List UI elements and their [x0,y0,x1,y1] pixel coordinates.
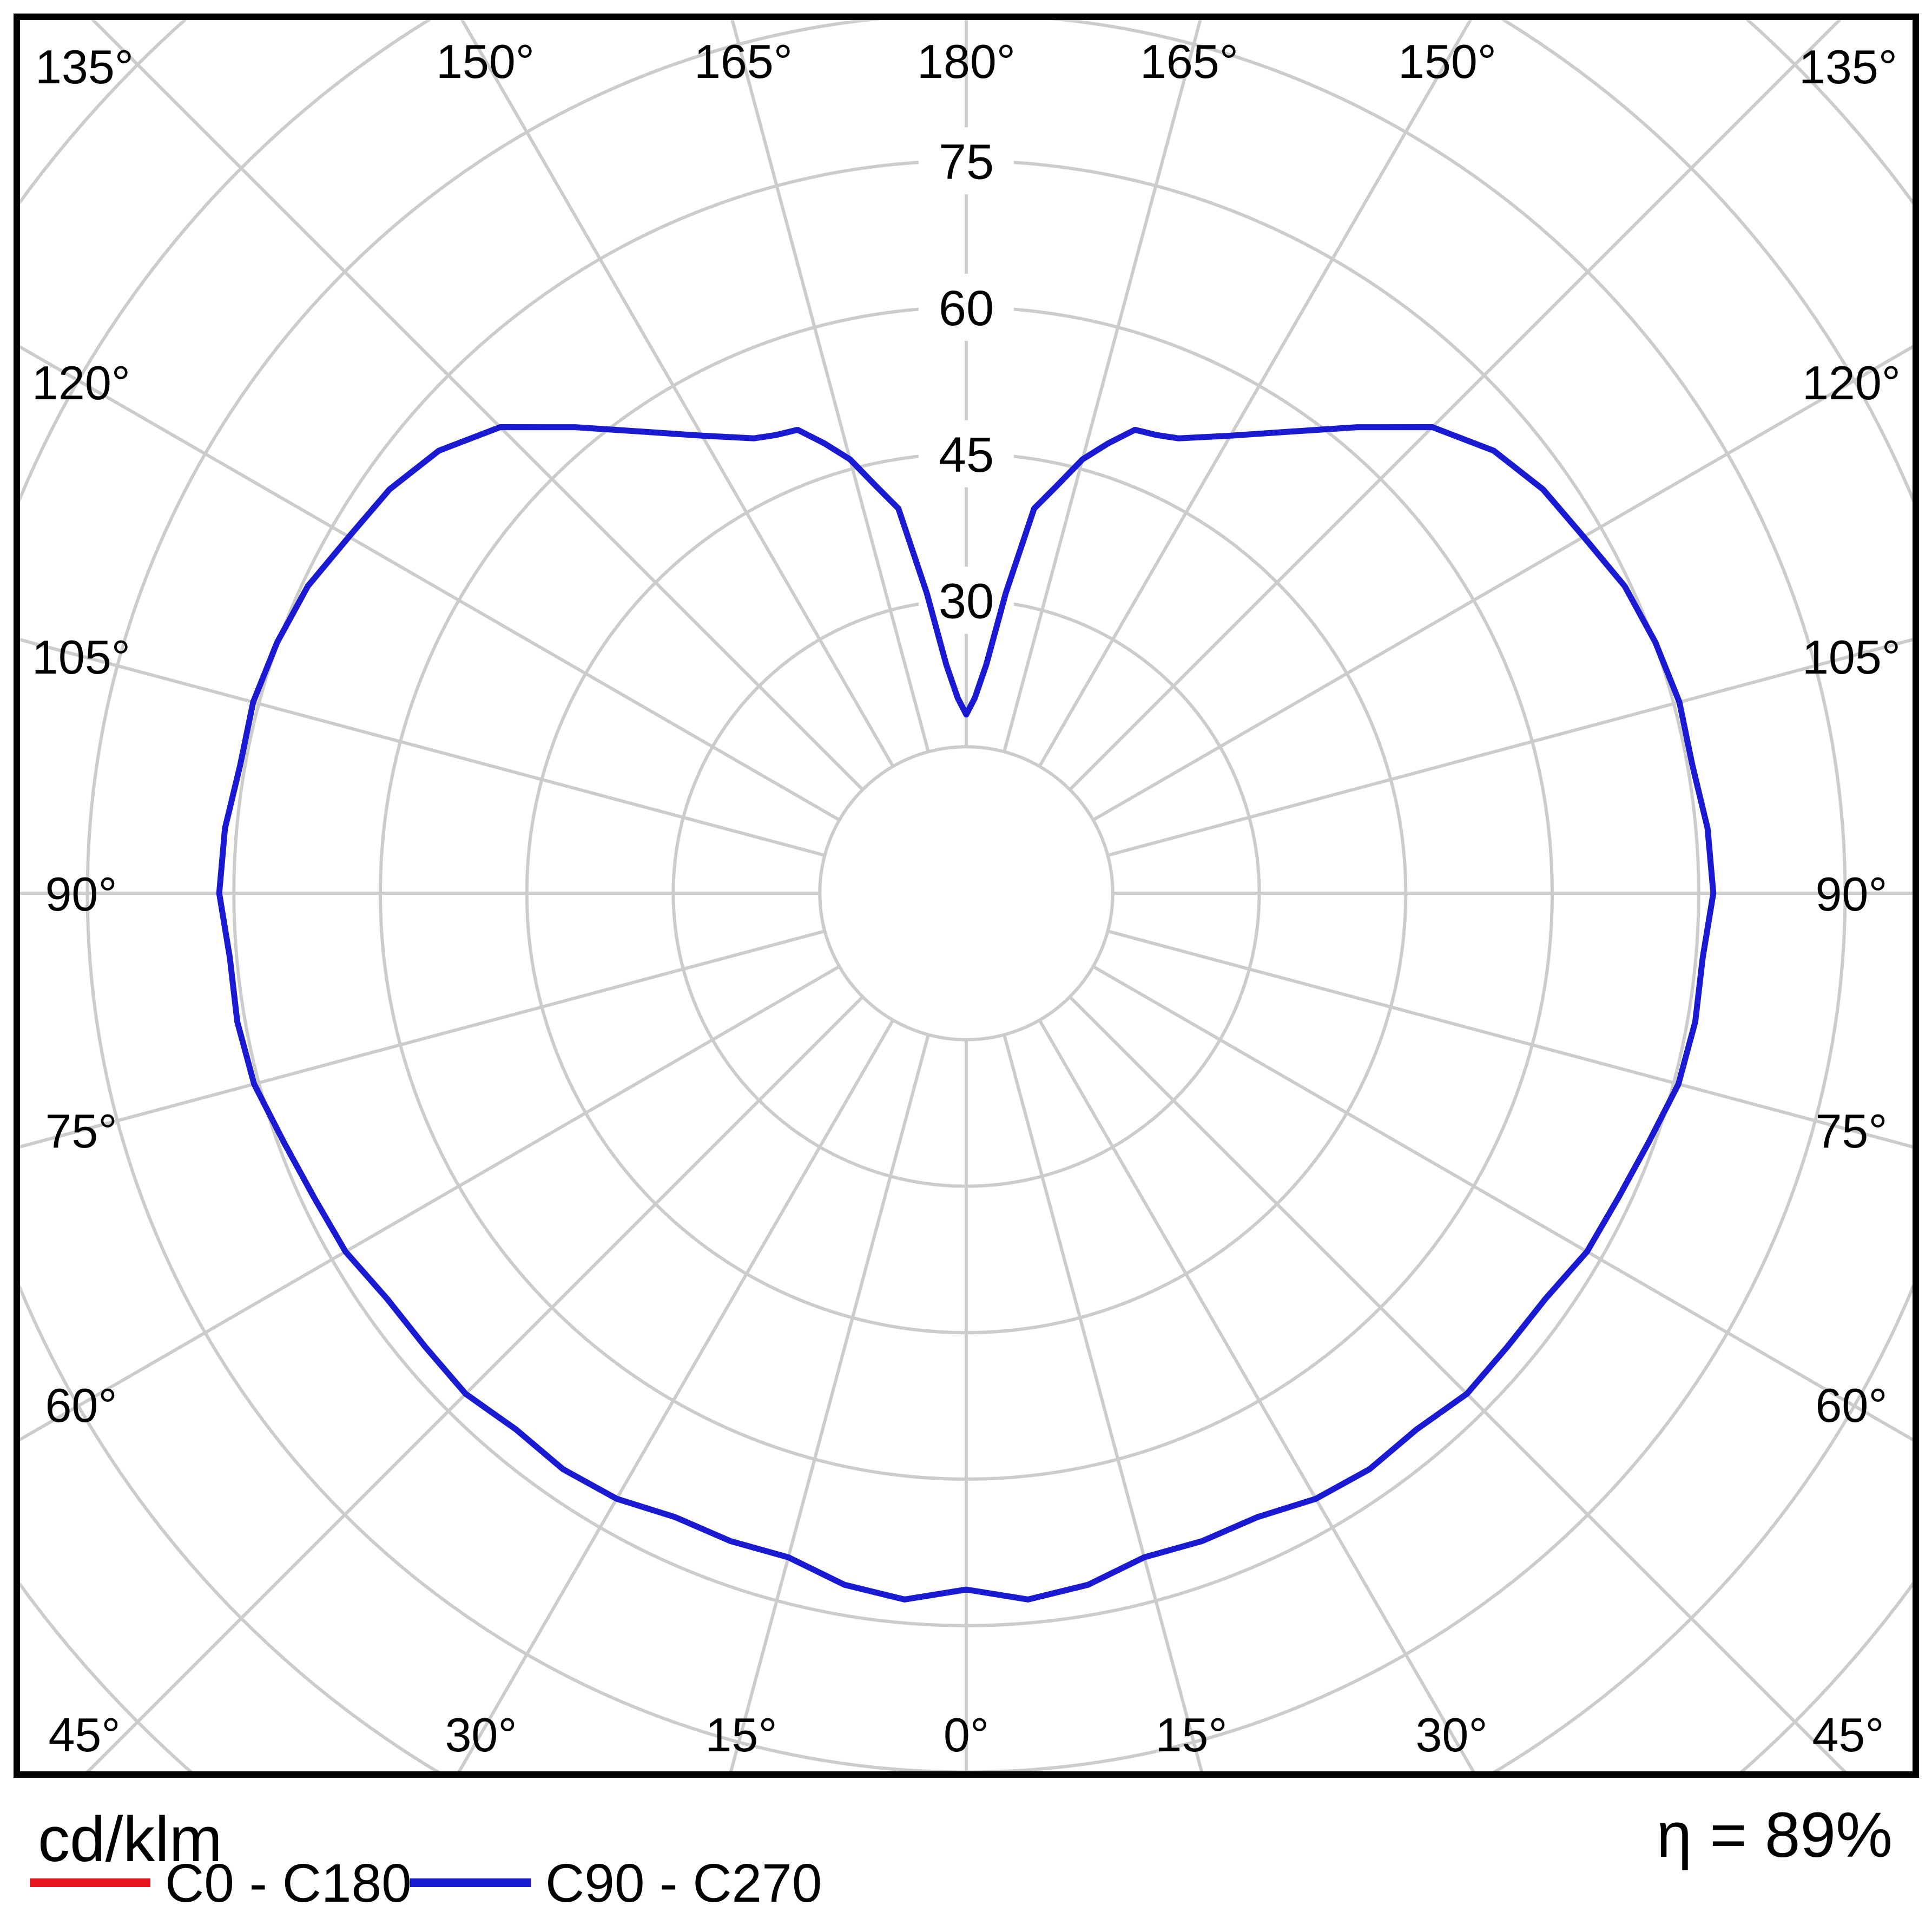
grid-spoke-120 [1092,344,1915,822]
angle-label-165-right: 165° [1140,35,1238,88]
angle-label-180-right: 180° [917,35,1016,88]
angle-label-30-left: 30° [445,1708,517,1762]
grid-spoke-195 [730,18,930,753]
angle-label-120-left: 120° [32,356,130,410]
angle-label-45-left: 45° [48,1708,120,1762]
angle-label-75-left: 75° [45,1104,117,1158]
angle-label-45-right: 45° [1812,1708,1884,1762]
grid-spoke-315 [83,995,864,1773]
angle-label-0-right: 0° [944,1708,989,1762]
grid-spoke-165 [1003,18,1203,753]
grid-spoke-210 [459,18,895,768]
grid-spoke-135 [1069,18,1844,791]
radial-label-60: 60 [939,281,994,336]
legend-label-c90-c270: C90 - C270 [545,1853,822,1914]
grid-spoke-300 [18,965,841,1443]
intensity-curves [216,424,1717,1603]
grid-spoke-75 [1107,929,1915,1149]
radial-label-halo-60 [919,274,1014,341]
grid-spoke-60 [1092,965,1915,1443]
grid-spoke-150 [1038,18,1474,768]
angle-label-135-right: 135° [1799,40,1897,94]
grid-spoke-345 [728,1034,930,1773]
angle-label-105-right: 105° [1802,630,1901,684]
radial-tick-labels: 30 45 60 75 [919,127,1014,634]
angle-label-165-left: 165° [694,35,793,88]
angle-label-60-left: 60° [45,1379,117,1432]
efficiency-label: η = 89% [1657,1799,1893,1871]
grid-spoke-285 [18,929,826,1149]
radial-label-75: 75 [939,134,994,189]
units-label: cd/klm [38,1804,222,1875]
grid-spoke-240 [18,344,841,822]
angle-label-150-left: 150° [436,35,535,88]
radial-label-halo-75 [919,127,1014,195]
radial-label-halo-45 [919,420,1014,487]
grid-ring-15 [818,745,1115,1041]
angle-label-135-left: 135° [35,40,134,94]
angle-label-90-right: 90° [1815,867,1887,921]
angle-label-75-right: 75° [1815,1104,1887,1158]
angle-label-60-right: 60° [1815,1379,1887,1432]
angle-tick-labels: 0° 15° 15° 30° 30° 45° 45° 60° 60° 75° 75° 90° 90° 10… [32,35,1901,1762]
radial-label-45: 45 [939,427,994,483]
angle-label-150-right: 150° [1398,35,1496,88]
grid-spoke-255 [18,637,826,857]
grid-spoke-15 [1003,1034,1204,1773]
grid-spoke-225 [88,18,864,791]
curve-c90-c270 [216,424,1717,1603]
angle-label-15-left: 15° [705,1708,777,1762]
angle-label-15-right: 15° [1155,1708,1227,1762]
grid-spoke-45 [1069,995,1849,1773]
angle-label-105-left: 105° [32,630,130,684]
legend-label-c0-c180: C0 - C180 [165,1853,412,1914]
angle-label-120-right: 120° [1802,356,1901,410]
grid-spoke-105 [1107,637,1915,857]
radial-label-30: 30 [939,574,994,629]
angle-label-30-right: 30° [1415,1708,1487,1762]
grid-spoke-30 [1038,1019,1476,1773]
grid-spoke-330 [456,1019,895,1773]
chart-frame [14,14,1919,1778]
angle-label-90-left: 90° [45,867,117,921]
